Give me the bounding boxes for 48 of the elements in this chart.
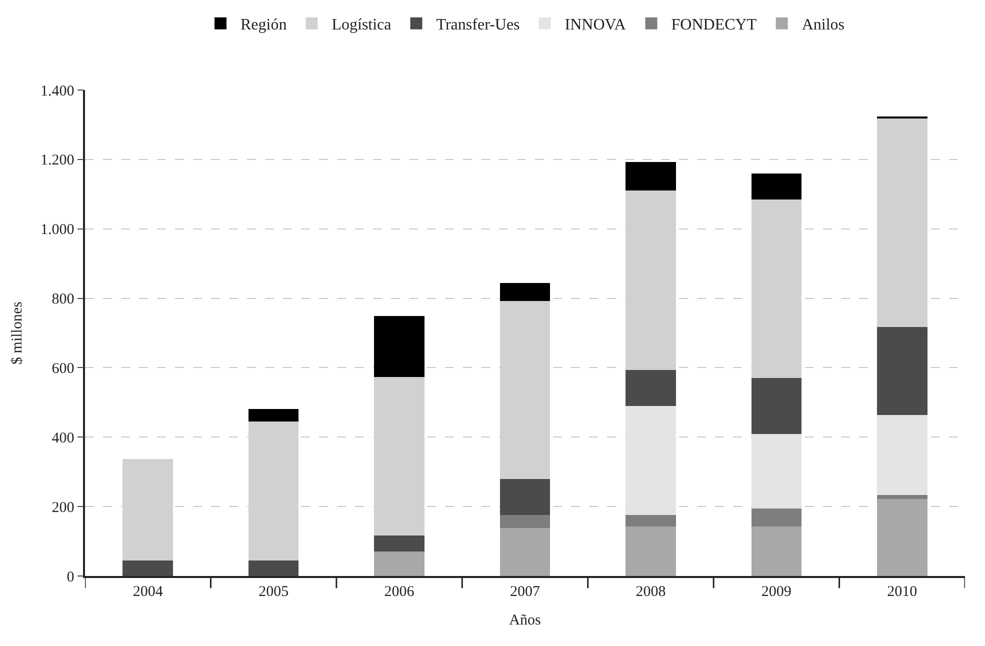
- legend-label: Anilos: [802, 16, 844, 34]
- x-tick-label: 2004: [132, 584, 164, 600]
- bar: [877, 494, 928, 499]
- bar: [626, 514, 676, 527]
- legend-label: Logística: [332, 16, 392, 34]
- x-tick-label: 2009: [761, 584, 792, 600]
- bar: [500, 528, 550, 576]
- bar: [877, 498, 928, 576]
- bar: [751, 526, 802, 576]
- bar: [626, 406, 676, 515]
- x-tick-label: 2010: [887, 584, 918, 600]
- y-axis-title: $ millones: [9, 301, 26, 364]
- legend-label: Transfer-Ues: [436, 16, 520, 34]
- legend-label: INNOVA: [564, 16, 626, 34]
- bar: [500, 283, 550, 302]
- bar: [626, 526, 676, 576]
- legend-label: Región: [240, 16, 287, 34]
- y-tick-label: 200: [52, 500, 74, 516]
- bar: [248, 560, 299, 576]
- bar: [248, 409, 299, 422]
- y-tick-label: 1.400: [40, 83, 74, 100]
- bar: [374, 536, 424, 552]
- bar: [751, 508, 802, 527]
- bar: [374, 316, 424, 378]
- x-axis-title: Años: [509, 612, 541, 628]
- bar: [751, 434, 802, 509]
- bar: [751, 173, 802, 200]
- bar: [626, 162, 676, 190]
- bar: [626, 370, 676, 406]
- bar: [374, 551, 424, 576]
- x-tick-label: 2008: [636, 584, 666, 600]
- y-tick-label: 0: [66, 569, 74, 586]
- y-tick-label: 600: [52, 360, 74, 377]
- y-tick-label: 400: [52, 430, 74, 446]
- bar: [500, 514, 550, 528]
- bar: [122, 560, 173, 576]
- y-tick-label: 800: [52, 292, 74, 308]
- y-tick-label: 1.200: [40, 152, 74, 169]
- legend-label: FONDECYT: [671, 16, 757, 34]
- bar: [877, 118, 928, 328]
- x-tick-label: 2005: [258, 584, 289, 600]
- bar: [877, 327, 928, 415]
- bar: [500, 478, 550, 515]
- x-tick-label: 2006: [384, 584, 415, 600]
- y-tick-label: 1.000: [40, 222, 74, 238]
- bar: [751, 378, 802, 434]
- x-tick-label: 2007: [510, 584, 540, 600]
- bar: [877, 414, 928, 495]
